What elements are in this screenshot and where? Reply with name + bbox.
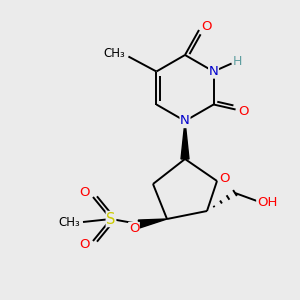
Text: O: O — [129, 223, 139, 236]
Polygon shape — [181, 121, 189, 159]
Text: OH: OH — [257, 196, 277, 209]
Text: CH₃: CH₃ — [103, 47, 125, 60]
Text: N: N — [180, 115, 190, 128]
Text: O: O — [202, 20, 212, 32]
Text: O: O — [80, 187, 90, 200]
Text: H: H — [233, 55, 242, 68]
Text: O: O — [220, 172, 230, 184]
Polygon shape — [138, 219, 167, 228]
Text: S: S — [106, 212, 116, 226]
Text: CH₃: CH₃ — [58, 215, 80, 229]
Text: O: O — [80, 238, 90, 251]
Text: O: O — [238, 105, 249, 118]
Text: N: N — [209, 65, 218, 78]
